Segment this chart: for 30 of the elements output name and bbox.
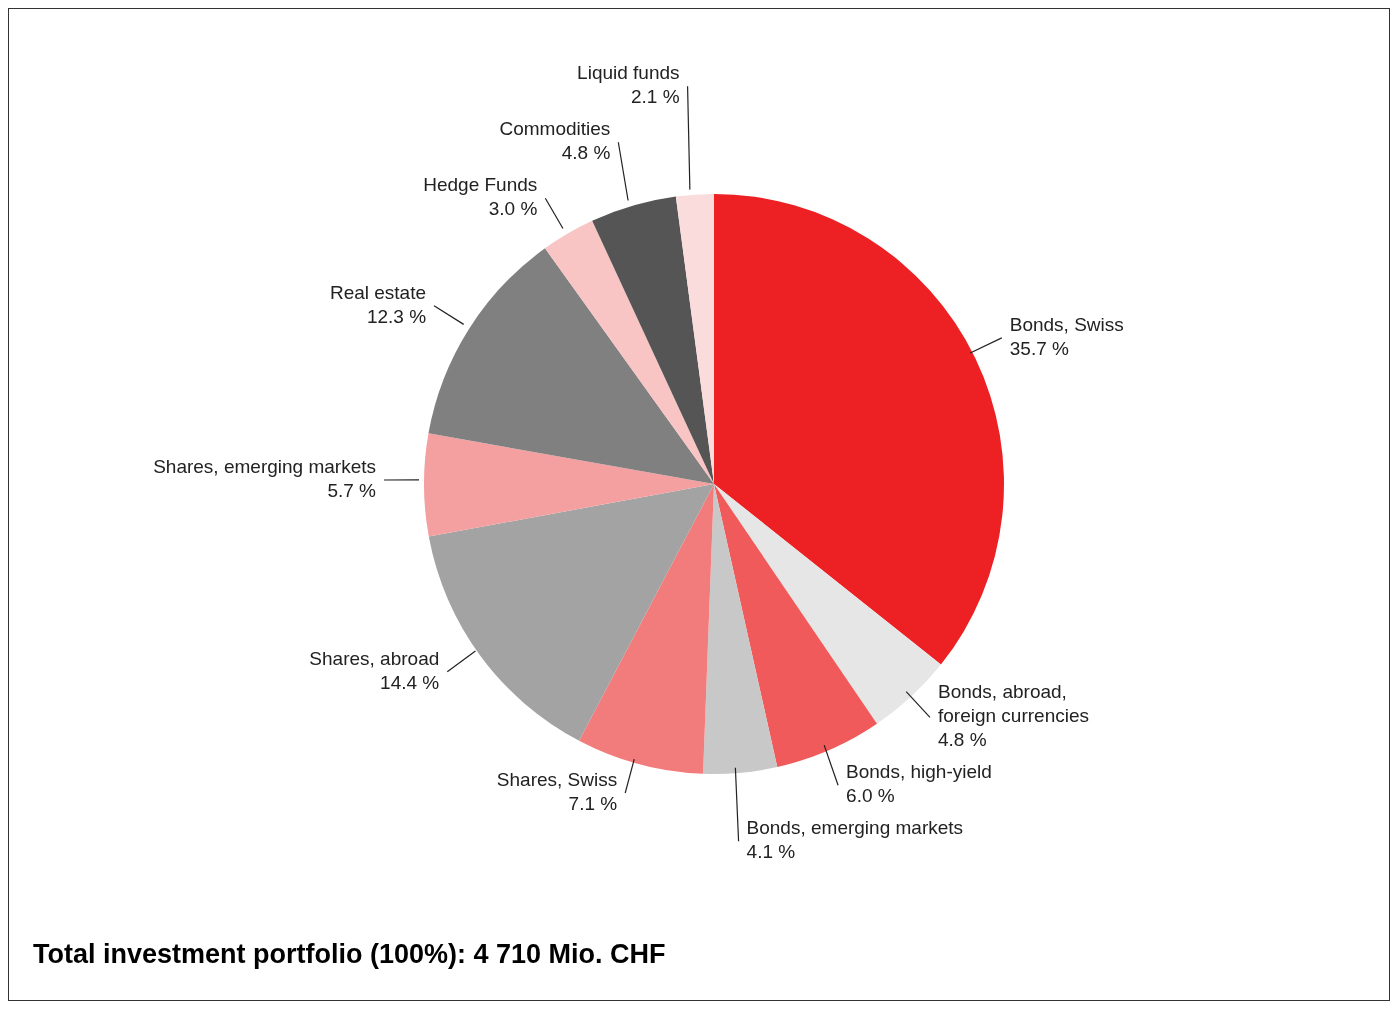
data-label: 7.1 % — [568, 793, 618, 815]
slice-label: Real estate — [329, 281, 427, 303]
slice-label: Bonds, high-yield — [846, 761, 992, 783]
slice-label: Shares, Swiss — [496, 769, 618, 791]
data-label: 4.8 % — [937, 729, 987, 751]
data-label: 4.8 % — [561, 142, 611, 164]
data-label: 4.1 % — [746, 841, 796, 863]
pie-slice — [714, 194, 1004, 665]
text: Total investment portfolio (100%): 4 710 Mio. CHF — [32, 939, 667, 971]
slice-label: Commodities — [499, 118, 611, 140]
slice-label: Shares, emerging markets — [153, 456, 376, 478]
pie-slice — [579, 484, 714, 774]
slice-label: Hedge Funds — [423, 174, 538, 196]
data-label: 12.3 % — [366, 305, 427, 327]
slice-label: Shares, abroad — [309, 647, 440, 669]
data-label: 6.0 % — [846, 785, 895, 807]
slice-label: Bonds, Swiss — [1009, 313, 1124, 335]
pie-slice — [545, 220, 714, 484]
pie-slice — [703, 484, 778, 774]
slice-label: Bonds, emerging markets — [746, 817, 964, 839]
data-label: 35.7 % — [1009, 337, 1070, 359]
slice-label: Bonds, abroad, foreign currencies — [937, 681, 1090, 727]
data-label: 14.4 % — [380, 671, 440, 693]
pie-slice — [424, 433, 714, 537]
data-label: 5.7 % — [327, 480, 377, 502]
data-label: 2.1 % — [630, 86, 680, 108]
pie-slice — [428, 248, 714, 484]
data-label: 3.0 % — [488, 198, 538, 220]
pie-slice — [592, 196, 714, 484]
slice-label: Liquid funds — [577, 62, 680, 84]
